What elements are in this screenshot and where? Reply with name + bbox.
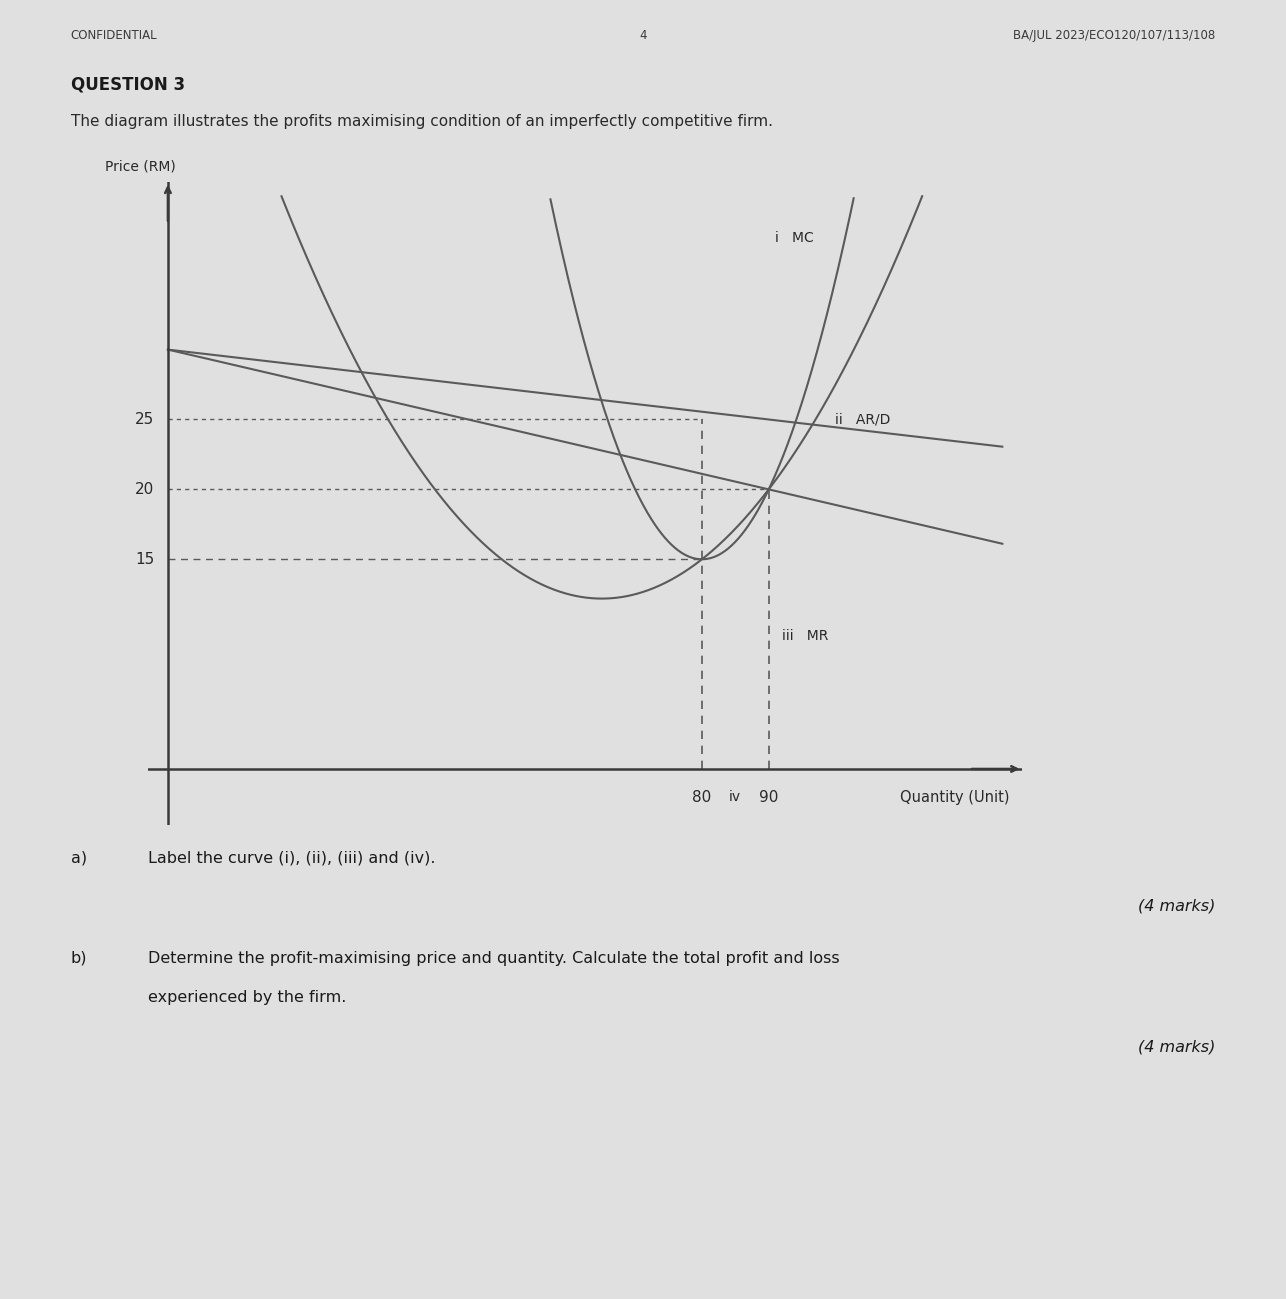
Text: Determine the profit-maximising price and quantity. Calculate the total profit a: Determine the profit-maximising price an… (148, 951, 840, 966)
Text: CONFIDENTIAL: CONFIDENTIAL (71, 29, 157, 42)
Text: (4 marks): (4 marks) (1138, 899, 1215, 914)
Text: BA/JUL 2023/ECO120/107/113/108: BA/JUL 2023/ECO120/107/113/108 (1013, 29, 1215, 42)
Text: 20: 20 (135, 482, 154, 498)
Text: iii   MR: iii MR (782, 629, 828, 643)
Text: b): b) (71, 951, 87, 966)
Text: iv: iv (729, 790, 741, 804)
Text: The diagram illustrates the profits maximising condition of an imperfectly compe: The diagram illustrates the profits maxi… (71, 114, 773, 130)
Text: 25: 25 (135, 412, 154, 427)
Text: i   MC: i MC (775, 231, 814, 244)
Text: 90: 90 (759, 790, 778, 805)
Text: experienced by the firm.: experienced by the firm. (148, 990, 346, 1005)
Text: QUESTION 3: QUESTION 3 (71, 75, 185, 94)
Text: Label the curve (i), (ii), (iii) and (iv).: Label the curve (i), (ii), (iii) and (iv… (148, 851, 436, 866)
Text: Quantity (Unit): Quantity (Unit) (899, 790, 1010, 805)
Text: Price (RM): Price (RM) (105, 160, 176, 174)
Text: (4 marks): (4 marks) (1138, 1039, 1215, 1055)
Text: a): a) (71, 851, 87, 866)
Text: 4: 4 (639, 29, 647, 42)
Text: ii   AR/D: ii AR/D (836, 413, 891, 426)
Text: 80: 80 (692, 790, 711, 805)
Text: 15: 15 (135, 552, 154, 566)
